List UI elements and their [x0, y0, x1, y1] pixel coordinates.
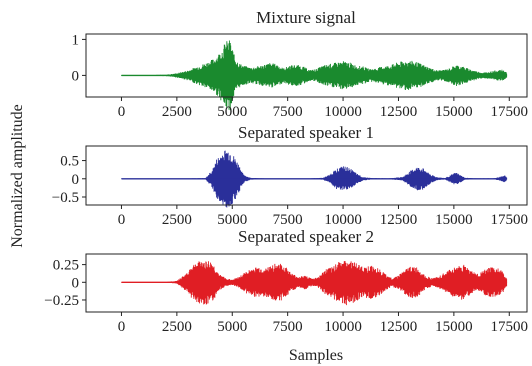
- mixture-xtick-label: 5000: [217, 104, 247, 120]
- speaker2-xtick-label: 5000: [217, 319, 247, 335]
- speaker2-xtick-label: 17500: [491, 319, 529, 335]
- speaker1-xtick-label: 0: [118, 212, 126, 228]
- mixture-ytick-label: 0: [72, 68, 80, 84]
- speaker2-title: Separated speaker 2: [238, 227, 374, 246]
- mixture-signal-panel: Mixture signal 0 2500 5000 7500 10000 12500 15…: [72, 8, 529, 120]
- mixture-ytick-label: 1: [72, 32, 80, 48]
- mixture-xtick-label: 2500: [162, 104, 192, 120]
- shared-x-axis-label: Samples: [289, 347, 343, 364]
- speaker2-ytick-label: 0.25: [53, 258, 79, 274]
- speaker2-xtick-label: 2500: [162, 319, 192, 335]
- mixture-waveform: [121, 40, 508, 111]
- mixture-plot-frame: [85, 33, 528, 98]
- speaker1-plot-frame: [85, 145, 528, 206]
- speaker2-plot-frame: [85, 253, 528, 313]
- speaker1-ytick-label: 0: [72, 172, 80, 188]
- mixture-xtick-label: 12500: [380, 104, 418, 120]
- speaker2-waveform-trace: [121, 261, 508, 306]
- speaker1-xtick-label: 15000: [435, 212, 473, 228]
- mixture-xtick-label: 7500: [273, 104, 303, 120]
- speaker2-panel: Separated speaker 2 0 2500 5000 7500 10000 12…: [44, 227, 528, 335]
- speaker2-xtick-label: 15000: [435, 319, 473, 335]
- speaker2-ticks: 0 2500 5000 7500 10000 12500 15000 175000.250−0…: [44, 258, 528, 335]
- speaker2-xtick-label: 12500: [380, 319, 418, 335]
- speaker1-xtick-label: 2500: [162, 212, 192, 228]
- speaker1-ytick-label: 0.5: [60, 154, 79, 170]
- speaker1-xtick-label: 10000: [324, 212, 362, 228]
- speaker2-ytick-label: 0: [72, 275, 80, 291]
- speaker1-title: Separated speaker 1: [238, 123, 374, 142]
- speaker1-panel: Separated speaker 1 0 2500 5000 7500 10000 12…: [52, 123, 528, 228]
- speaker2-waveform: [121, 261, 508, 306]
- speaker2-xtick-label: 7500: [273, 319, 303, 335]
- speaker1-xtick-label: 17500: [491, 212, 529, 228]
- mixture-xtick-label: 0: [118, 104, 126, 120]
- mixture-xtick-label: 17500: [491, 104, 529, 120]
- speaker1-waveform: [121, 150, 508, 208]
- speaker1-xtick-label: 7500: [273, 212, 303, 228]
- speaker2-xtick-label: 0: [118, 319, 126, 335]
- mixture-xtick-label: 15000: [435, 104, 473, 120]
- shared-y-axis-label: Normalized amplitude: [9, 104, 26, 248]
- mixture-title: Mixture signal: [256, 8, 356, 27]
- speaker1-ticks: 0 2500 5000 7500 10000 12500 15000 17500 0.5 0 −0.…: [52, 154, 528, 228]
- speaker1-xtick-label: 12500: [380, 212, 418, 228]
- speaker2-ytick-label: −0.25: [44, 293, 79, 309]
- speaker1-ytick-label: −0.5: [52, 190, 79, 206]
- mixture-ticks: 0 2500 5000 7500 10000 12500 15000 17500 0 1: [72, 32, 529, 120]
- speaker2-xtick-label: 10000: [324, 319, 362, 335]
- mixture-xtick-label: 10000: [324, 104, 362, 120]
- speaker1-xtick-label: 5000: [217, 212, 247, 228]
